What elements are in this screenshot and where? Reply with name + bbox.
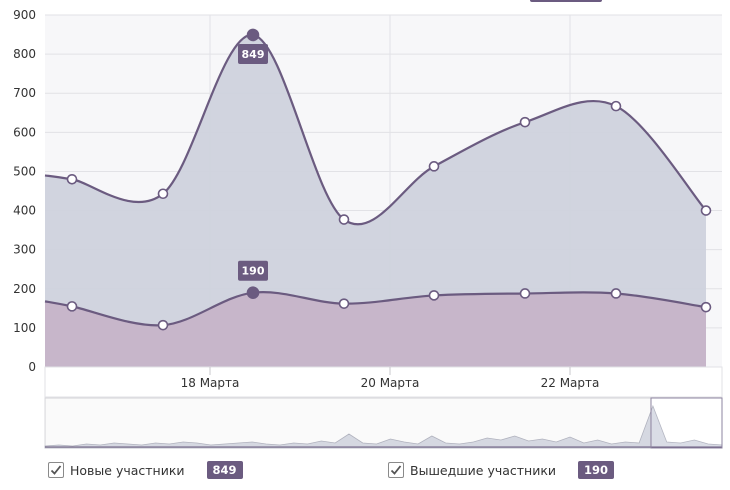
top-control-edge[interactable] [530, 0, 602, 2]
new-members-label: Новые участники [70, 462, 185, 478]
y-tick-label: 700 [13, 86, 36, 100]
left-members-checkbox[interactable] [388, 462, 404, 478]
data-label-badge [238, 260, 268, 281]
x-tick-label: 18 Марта [181, 376, 240, 390]
x-tick-label: 20 Марта [361, 376, 420, 390]
series-areas [45, 34, 706, 368]
data-label-text: 190 [242, 265, 265, 278]
data-point[interactable] [428, 290, 440, 301]
highlighted-data-point[interactable] [246, 28, 260, 42]
data-point[interactable] [428, 161, 440, 172]
left-members-value-badge: 190 [578, 461, 615, 479]
series-area [45, 34, 706, 368]
y-tick-label: 200 [13, 282, 36, 296]
navigator-unselected-mask [45, 398, 651, 448]
series-area [45, 292, 706, 367]
y-tick-label: 300 [13, 243, 36, 257]
legend-item-left-members[interactable]: Вышедшие участники 190 [388, 458, 615, 482]
data-point[interactable] [519, 116, 531, 128]
data-point[interactable] [700, 301, 712, 313]
y-tick-label: 500 [13, 164, 36, 178]
y-tick-label: 600 [13, 125, 36, 139]
data-point[interactable] [66, 301, 78, 312]
data-point[interactable] [610, 288, 622, 299]
y-tick-label: 900 [13, 8, 36, 22]
navigator-selection-window[interactable] [650, 397, 723, 449]
y-axis: 900 800 700 600 500 400 300 200 100 0 [13, 8, 36, 374]
new-members-value-badge: 849 [206, 461, 243, 479]
data-point[interactable] [519, 288, 531, 299]
x-axis-band [44, 366, 723, 398]
data-point[interactable] [700, 205, 712, 216]
x-axis: 18 Марта 20 Марта 22 Марта [44, 366, 723, 398]
check-icon [390, 465, 402, 475]
check-icon [50, 465, 62, 475]
data-point[interactable] [66, 173, 78, 185]
x-tick-label: 22 Марта [541, 376, 600, 390]
y-tick-label: 100 [13, 321, 36, 335]
data-labels: 849 190 [238, 43, 268, 281]
navigator-series [44, 404, 723, 449]
y-tick-label: 0 [28, 360, 36, 374]
data-label-text: 849 [242, 48, 265, 61]
new-members-checkbox[interactable] [48, 462, 64, 478]
legend-item-new-members[interactable]: Новые участники 849 [48, 458, 243, 482]
left-members-label: Вышедшие участники [410, 462, 557, 478]
data-point[interactable] [338, 298, 350, 309]
series-points [66, 28, 712, 331]
navigator-background [44, 397, 723, 449]
data-label-badge [238, 43, 268, 64]
y-tick-label: 800 [13, 47, 36, 61]
data-point[interactable] [338, 214, 350, 225]
series-line [44, 33, 707, 226]
y-tick-label: 400 [13, 204, 36, 218]
range-navigator[interactable] [44, 0, 723, 449]
data-point[interactable] [157, 188, 169, 200]
highlighted-data-point[interactable] [246, 286, 260, 299]
data-point[interactable] [157, 319, 169, 331]
data-point[interactable] [610, 100, 622, 112]
